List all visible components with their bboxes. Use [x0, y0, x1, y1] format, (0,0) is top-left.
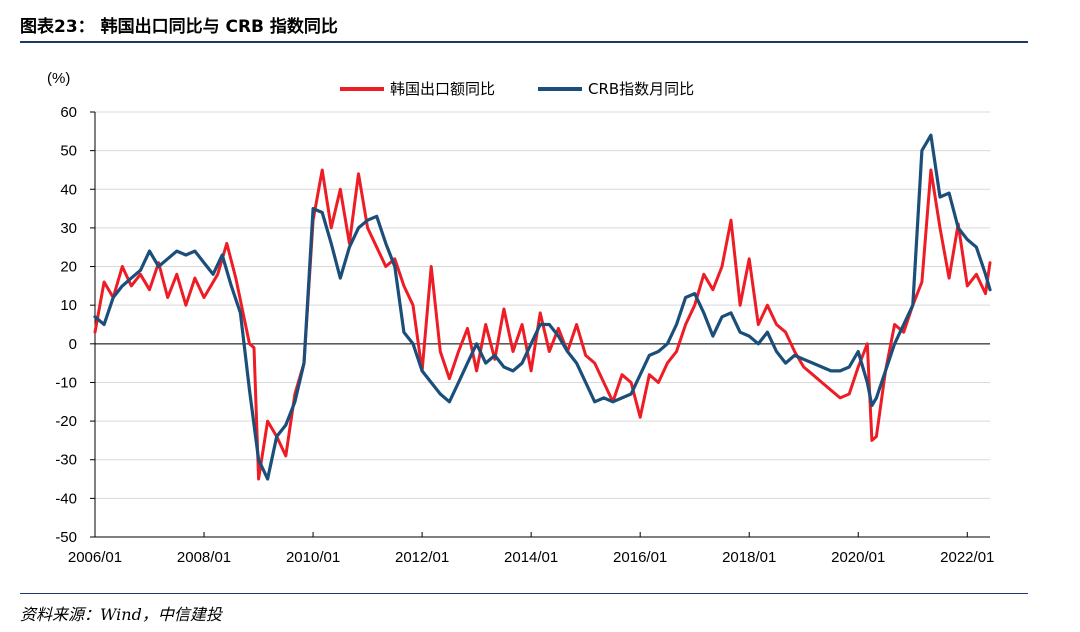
x-tick-label: 2016/01: [613, 549, 667, 566]
header-divider: [20, 41, 1028, 43]
y-tick-label: -30: [55, 452, 77, 469]
y-tick-label: 10: [60, 297, 77, 314]
x-tick-label: 2010/01: [286, 549, 340, 566]
series-line-2: [93, 133, 992, 481]
y-tick-label: 0: [69, 336, 77, 353]
y-tick-label: -10: [55, 374, 77, 391]
y-tick-label: 20: [60, 259, 77, 276]
series-line-1: [93, 168, 992, 481]
y-unit-label: (%): [47, 70, 70, 87]
series-layer: [93, 133, 992, 481]
x-tick-label: 2012/01: [395, 549, 449, 566]
axis-layer: 60 50 40 30 20 10 0 -10 -20 -30 -40 -50 2006/01 2008/…: [55, 104, 994, 566]
x-tick-label: 2008/01: [177, 549, 231, 566]
y-tick-label: 50: [60, 143, 77, 160]
source-note: 资料来源：Wind，中信建投: [20, 605, 222, 624]
grid-layer: [95, 111, 990, 499]
x-tick-label: 2006/01: [68, 549, 122, 566]
x-tick-label: 2018/01: [722, 549, 776, 566]
legend-label: 韩国出口额同比: [390, 80, 495, 98]
y-tick-label: -40: [55, 490, 77, 507]
chart-header: 图表23： 韩国出口同比与 CRB 指数同比: [20, 10, 1028, 38]
legend: 韩国出口额同比 CRB指数月同比: [340, 80, 694, 98]
figure-title: 图表23： 韩国出口同比与 CRB 指数同比: [20, 17, 338, 37]
footer-divider: [20, 593, 1028, 594]
y-tick-label: -50: [55, 529, 77, 546]
legend-label: CRB指数月同比: [588, 80, 694, 98]
x-tick-label: 2022/01: [940, 549, 994, 566]
x-tick-label: 2014/01: [504, 549, 558, 566]
y-tick-label: 40: [60, 181, 77, 198]
x-tick-label: 2020/01: [831, 549, 885, 566]
y-tick-label: -20: [55, 413, 77, 430]
y-tick-label: 60: [60, 104, 77, 121]
y-tick-label: 30: [60, 220, 77, 237]
